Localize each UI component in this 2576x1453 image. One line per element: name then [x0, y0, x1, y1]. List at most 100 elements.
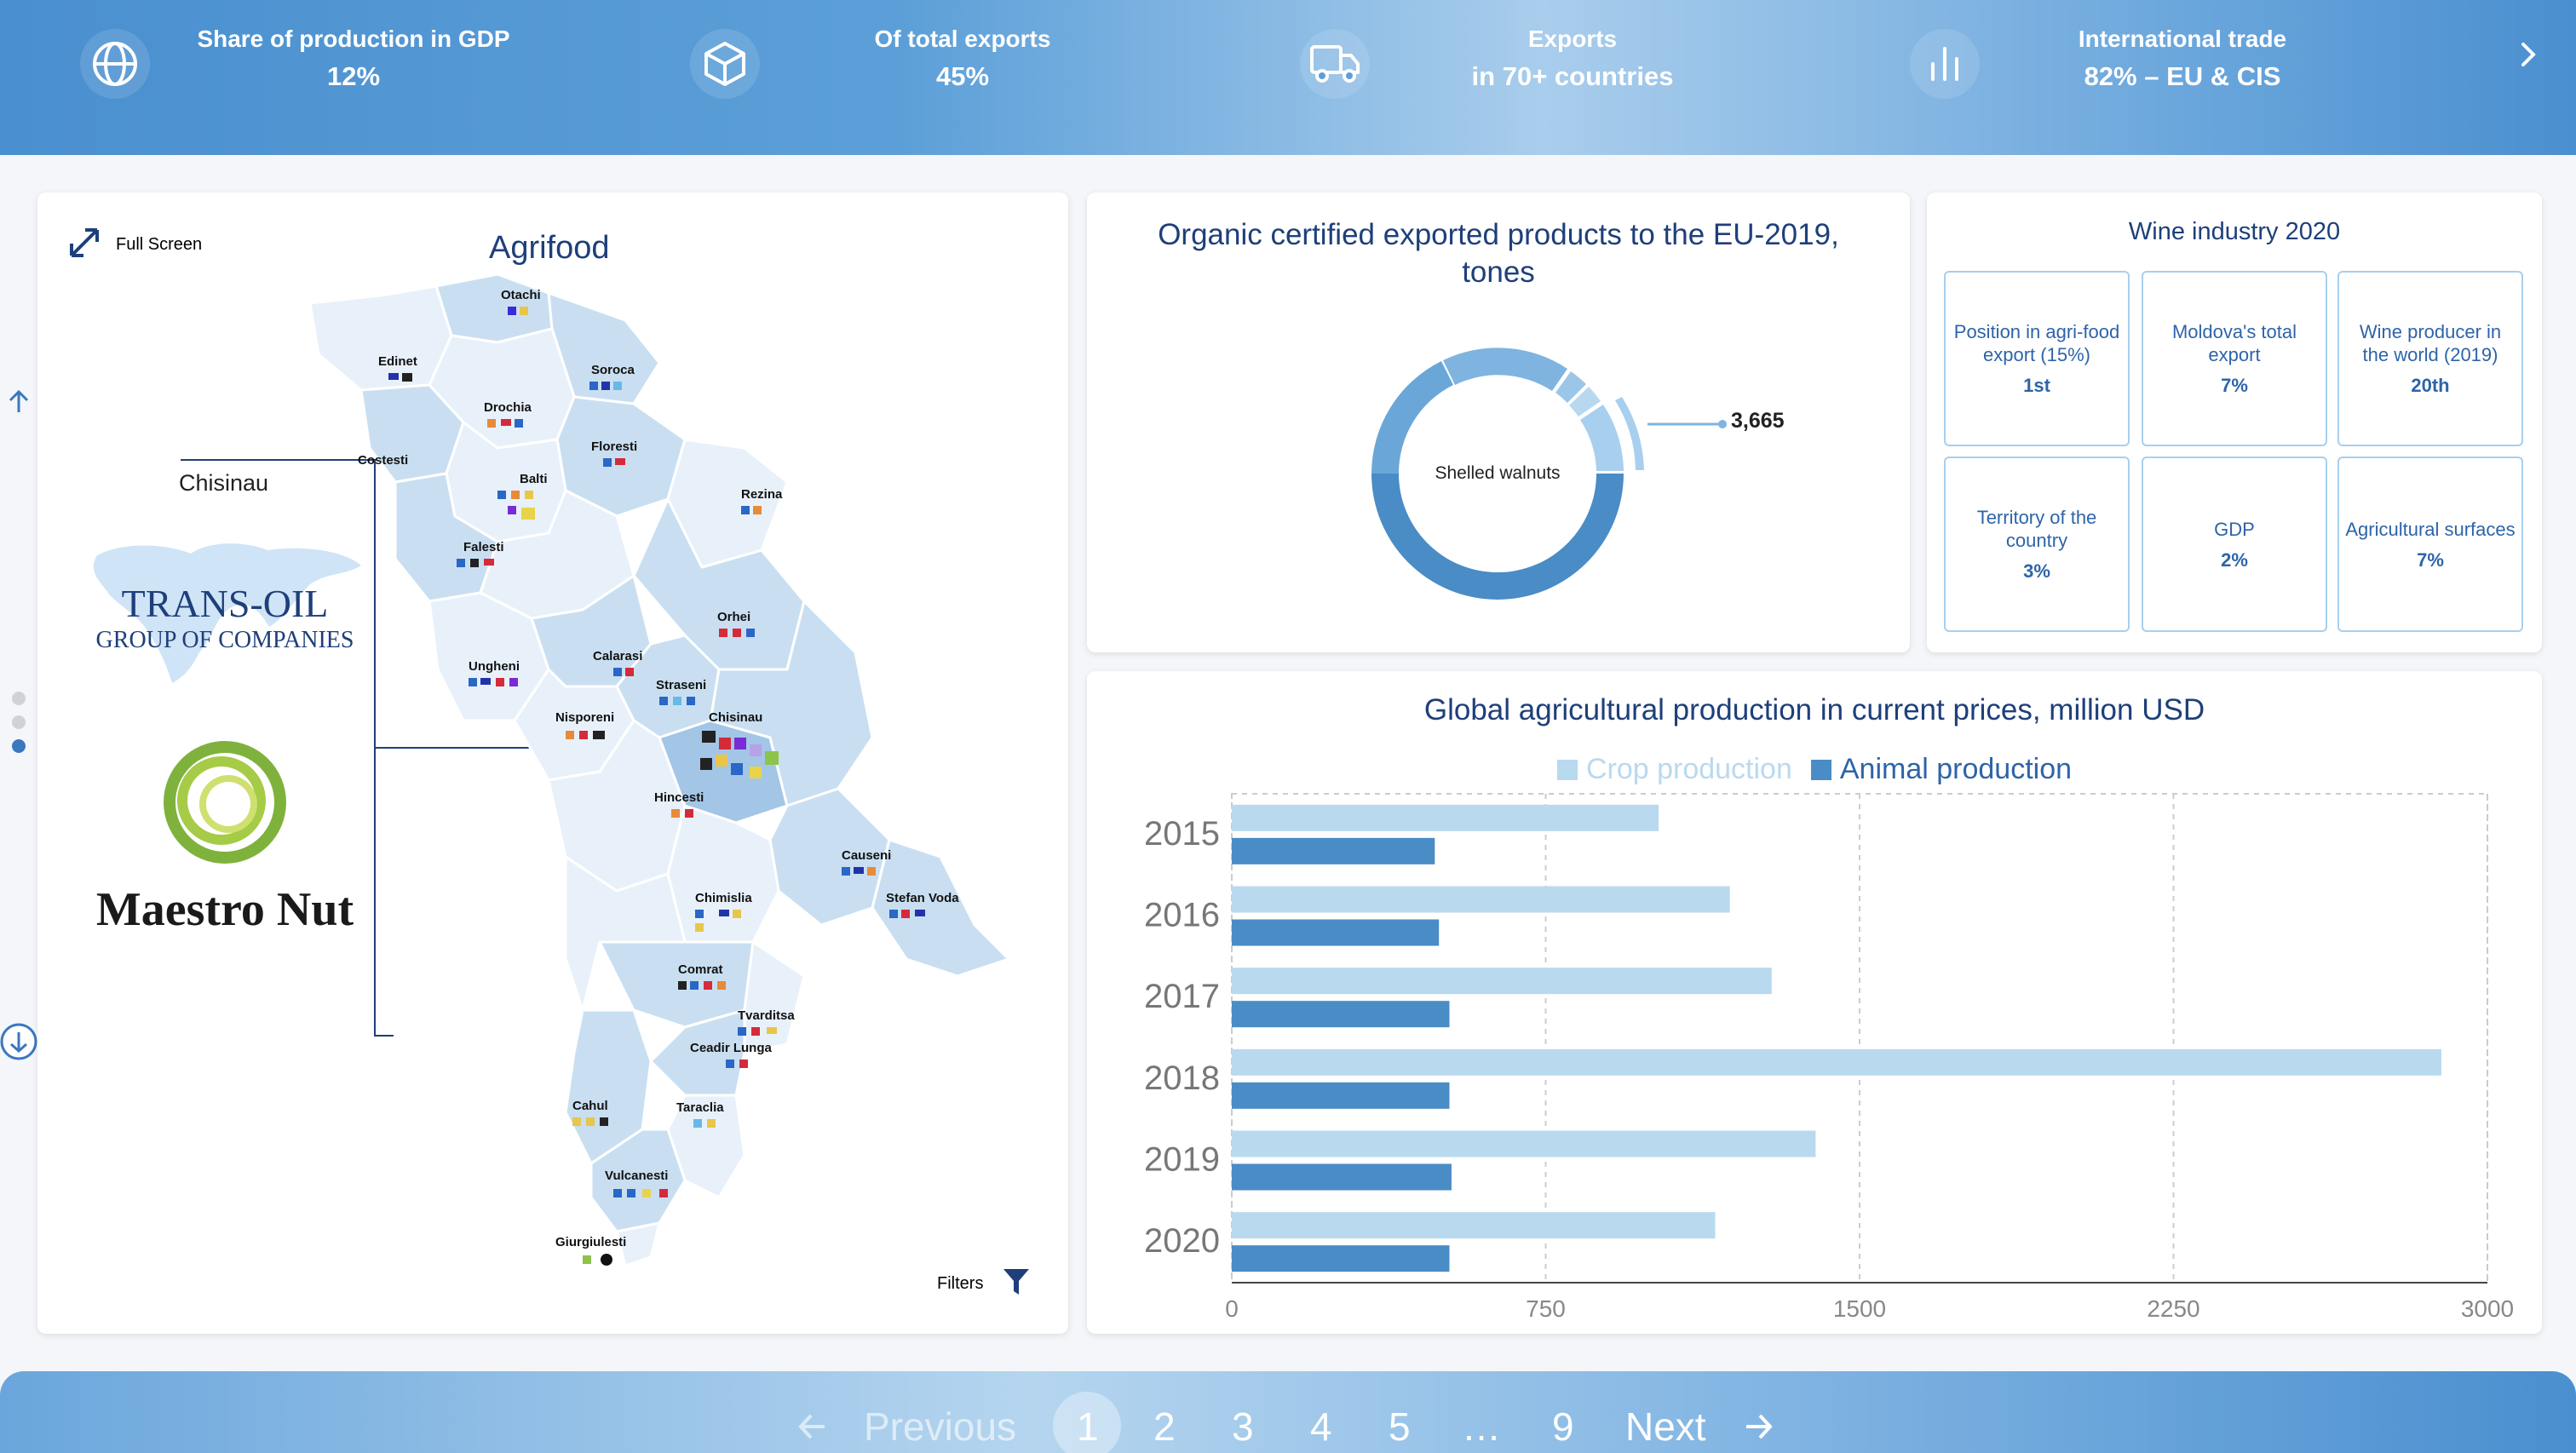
tile-label: GDP	[2214, 518, 2255, 540]
page-4[interactable]: 4	[1310, 1404, 1332, 1449]
region-label: Comrat	[678, 962, 723, 977]
top-stats-bar: Share of production in GDP 12% Of total …	[0, 0, 2576, 155]
tile-value: 7%	[2417, 548, 2444, 571]
donut-segment-main	[1371, 474, 1624, 600]
donut-highlight-arc	[1615, 397, 1644, 470]
donut-chart[interactable]	[1087, 192, 1910, 652]
page-dot[interactable]	[12, 692, 26, 705]
donut-segment-small1	[1555, 371, 1586, 403]
tile-label: Position in agri-food export (15%)	[1953, 321, 2120, 365]
legend-item-crop[interactable]: Crop production	[1556, 753, 1792, 786]
tile-value: 7%	[2221, 375, 2248, 396]
map-title: Agrifood	[489, 230, 610, 266]
filters-button[interactable]: Filters	[937, 1267, 1031, 1301]
moldova-map[interactable]	[37, 192, 1068, 1334]
donut-title-line2: tones	[1462, 256, 1535, 289]
region-east	[709, 600, 874, 807]
region-label: Vulcanesti	[605, 1169, 669, 1183]
region-label: Otachi	[501, 288, 541, 302]
donut-segment-small2	[1569, 387, 1601, 416]
donut-segment-top	[1443, 347, 1567, 391]
bar-crop	[1232, 968, 1772, 995]
region-label: Chisinau	[709, 710, 763, 725]
legend-item-animal[interactable]: Animal production	[1810, 753, 2072, 786]
agri-production-chart-card: Global agricultural production in curren…	[1087, 671, 2542, 1334]
page-1[interactable]: 1	[1077, 1404, 1099, 1449]
legend-swatch	[1810, 759, 1831, 780]
bar-crop	[1232, 886, 1730, 913]
page-9[interactable]: 9	[1552, 1404, 1574, 1449]
bar-animal	[1232, 837, 1435, 864]
page-5[interactable]: 5	[1389, 1404, 1411, 1449]
region-stefan-voda	[871, 838, 1010, 978]
full-screen-button[interactable]: Full Screen	[68, 227, 202, 263]
wine-industry-card: Wine industry 2020 Position in agri-food…	[1927, 192, 2542, 652]
wine-tile: Wine producer in the world (2019) 20th	[2337, 271, 2523, 446]
region-southwest	[564, 855, 687, 1012]
region-label: Chimislia	[695, 891, 752, 905]
scroll-down-icon[interactable]	[0, 1022, 37, 1061]
donut-callout-value: 3,665	[1731, 409, 1785, 433]
stat-value: 82% – EU & CIS	[2084, 61, 2281, 91]
bar-chart-icon	[1910, 29, 1980, 99]
region-label: Straseni	[656, 678, 707, 692]
tile-label: Territory of the country	[1976, 507, 2097, 551]
x-tick-label: 3000	[2461, 1295, 2514, 1322]
pagination-bar	[0, 1371, 2576, 1453]
page-3[interactable]: 3	[1232, 1404, 1254, 1449]
organic-exports-card: Organic certified exported products to t…	[1087, 192, 1910, 652]
region-label: Stefan Voda	[886, 891, 959, 905]
filter-icon	[1002, 1267, 1031, 1301]
bar-animal	[1232, 919, 1440, 946]
box-icon	[690, 29, 760, 99]
x-tick-label: 0	[1225, 1295, 1239, 1322]
tile-label: Wine producer in the world (2019)	[2359, 321, 2502, 365]
region-label: Drochia	[484, 400, 532, 415]
legend-swatch	[1556, 759, 1578, 780]
donut-center-label: Shelled walnuts	[1435, 463, 1561, 483]
scroll-up-icon[interactable]	[7, 388, 31, 416]
y-category-label: 2015	[1144, 815, 1220, 853]
region-label: Hincesti	[654, 790, 704, 805]
tile-value: 1st	[2023, 375, 2050, 396]
tile-label: Agricultural surfaces	[2345, 518, 2516, 540]
stat-label: International trade	[2078, 26, 2287, 52]
chart-legend: Crop production Animal production	[1087, 753, 2542, 786]
tile-value: 3%	[2023, 560, 2050, 582]
chevron-right-icon[interactable]	[2513, 39, 2544, 70]
expand-icon	[68, 227, 101, 263]
bar-crop	[1232, 1048, 2441, 1076]
region-label: Edinet	[378, 354, 417, 369]
region-label: Taraclia	[676, 1100, 724, 1115]
page-2[interactable]: 2	[1153, 1404, 1176, 1449]
next-button[interactable]: Next	[1625, 1404, 1706, 1449]
truck-icon	[1300, 29, 1370, 99]
bar-crop	[1232, 804, 1659, 831]
region-label: Nisporeni	[555, 710, 615, 725]
region-label: Giurgiulesti	[555, 1235, 627, 1249]
x-tick-label: 1500	[1833, 1295, 1886, 1322]
region-vulcanesti	[589, 1128, 687, 1233]
y-category-label: 2018	[1144, 1060, 1220, 1097]
page-ellipsis: …	[1462, 1404, 1501, 1449]
region-label: Costesti	[358, 453, 409, 468]
stat-label: Share of production in GDP	[197, 26, 510, 52]
wine-tile: Position in agri-food export (15%) 1st	[1944, 271, 2130, 446]
region-label: Calarasi	[593, 649, 643, 663]
y-category-label: 2020	[1144, 1222, 1220, 1260]
bar-animal	[1232, 1245, 1450, 1272]
previous-button[interactable]: Previous	[864, 1404, 1016, 1449]
stat-label: Of total exports	[874, 26, 1051, 52]
arrow-left-icon[interactable]	[796, 1397, 830, 1453]
region-label: Cahul	[572, 1099, 608, 1113]
y-category-label: 2017	[1144, 978, 1220, 1015]
bar-chart[interactable]: 0 750 1500 2250 3000 2015 2016 2017 2018 2019 2020	[1087, 671, 2542, 1334]
y-category-label: 2019	[1144, 1141, 1220, 1179]
agrifood-map-card: Full Screen Agrifood Chisinau TRANS-OIL …	[37, 192, 1068, 1334]
y-category-label: 2016	[1144, 897, 1220, 934]
region-label: Ungheni	[469, 659, 520, 674]
stat-value: 12%	[326, 61, 381, 91]
page-dot-active[interactable]	[12, 739, 26, 753]
page-dot[interactable]	[12, 715, 26, 729]
arrow-right-icon[interactable]	[1741, 1397, 1775, 1453]
